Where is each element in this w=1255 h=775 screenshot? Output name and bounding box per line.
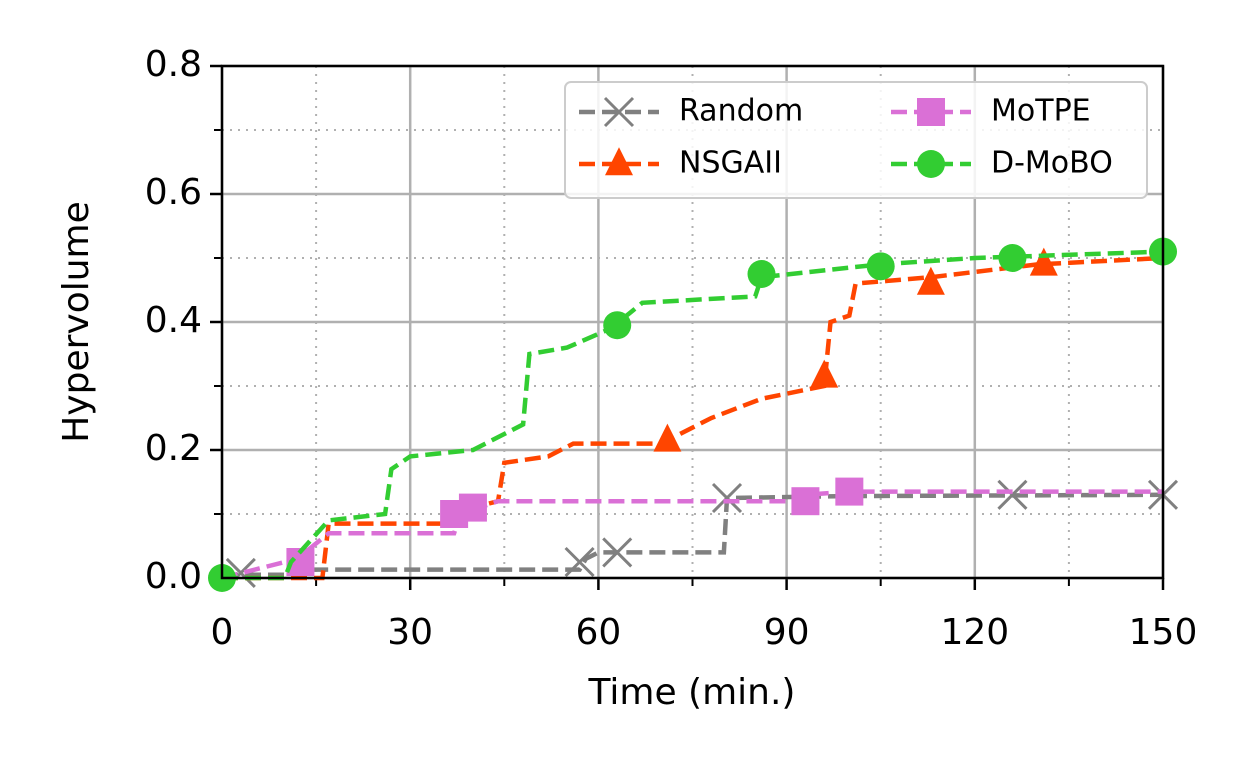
y-tick-label: 0.4 [145,300,202,341]
x-tick-label: 150 [1129,612,1198,653]
x-tick-label: 90 [764,612,810,653]
marker [997,479,1028,510]
x-axis-label: Time (min.) [588,672,796,713]
y-axis-label: Hypervolume [56,201,97,443]
marker [711,482,743,514]
marker [866,252,895,281]
marker [653,423,682,452]
marker [603,96,635,128]
marker [747,260,776,288]
y-tick-label: 0.6 [145,172,202,213]
y-tick-label: 0.2 [145,428,202,469]
series-line [222,249,1164,581]
legend-box [564,81,1148,199]
plot-area [208,237,1179,592]
marker [998,244,1027,272]
marker [791,487,820,516]
marker [564,546,595,578]
marker [602,537,633,568]
y-tick-label: 0.8 [145,44,202,85]
marker [1029,247,1058,276]
marker [458,493,487,522]
legend: Random NSGAII MoTPE D-MoBO [564,81,1148,199]
marker [917,98,945,126]
marker [835,477,864,506]
x-tick-label: 60 [575,612,621,653]
y-tick-label: 0.0 [145,556,202,597]
legend-label: MoTPE [991,94,1091,129]
marker [810,359,839,388]
x-tick-label: 0 [211,612,234,653]
legend-label: Random [679,94,803,129]
legend-label: D-MoBO [991,146,1113,181]
marker [603,311,632,340]
x-tick-label: 30 [387,612,433,653]
legend-label: NSGAII [679,146,782,181]
marker [916,266,945,295]
marker [605,147,633,176]
marker [917,150,945,178]
plot-frame [220,64,1165,580]
x-tick-label: 120 [940,612,1009,653]
